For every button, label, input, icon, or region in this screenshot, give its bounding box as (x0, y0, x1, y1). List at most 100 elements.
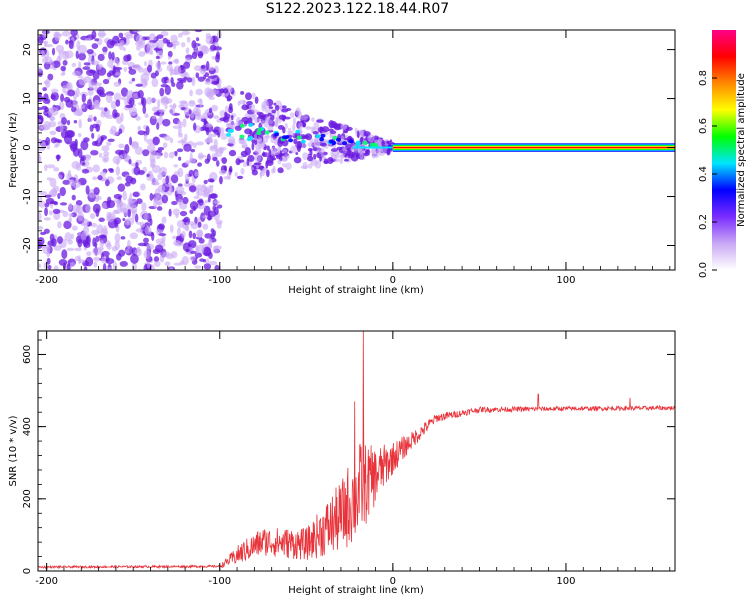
noise-blob (57, 192, 61, 200)
noise-blob (91, 132, 95, 139)
noise-blob (213, 115, 220, 120)
transition-core-blob (372, 143, 378, 148)
snr-ticks: -200 -100 0 100 0 200 400 600 (22, 331, 675, 587)
noise-blob (92, 71, 100, 80)
noise-blob (104, 107, 108, 112)
colorbar-tick-label: 0.8 (698, 70, 709, 86)
noise-blob (82, 218, 90, 227)
noise-blob (108, 51, 112, 60)
noise-blob (112, 261, 118, 270)
noise-blob (159, 254, 165, 263)
noise-blob (203, 263, 212, 270)
transition-blob (302, 161, 308, 170)
noise-blob (217, 84, 222, 89)
noise-blob (205, 60, 210, 71)
transition-blob (246, 158, 250, 167)
noise-blob (110, 100, 117, 110)
snr-xtick-label: -200 (35, 576, 58, 587)
snr-xtick-label: 0 (390, 576, 396, 587)
transition-blob (307, 163, 313, 169)
transition-blob (282, 105, 287, 109)
transition-blob (251, 92, 256, 100)
colorbar-ticks: 0.0 0.2 0.4 0.6 0.8 (698, 70, 717, 278)
noise-blob (45, 56, 53, 65)
noise-blob (188, 157, 197, 164)
noise-blob (212, 156, 218, 162)
transition-blob (254, 133, 258, 141)
noise-blob (69, 261, 75, 268)
transition-blob (283, 116, 291, 120)
spectrogram-xtick-label: 0 (390, 275, 396, 286)
noise-blob (161, 234, 166, 243)
noise-blob (45, 44, 54, 48)
transition-blob (361, 136, 364, 142)
noise-blob (182, 118, 187, 128)
transition-blob (321, 126, 330, 133)
transition-core-blob (248, 122, 254, 127)
noise-blob (85, 256, 94, 267)
noise-blob (57, 221, 62, 229)
noise-blob (74, 255, 81, 262)
transition-blob (219, 117, 228, 122)
noise-blob (114, 233, 121, 243)
transition-blob (219, 88, 225, 94)
noise-blob (75, 235, 83, 244)
noise-blob (197, 98, 202, 104)
noise-blob (53, 265, 59, 270)
noise-blob (106, 211, 112, 220)
noise-blob (142, 81, 148, 86)
transition-blob (273, 149, 281, 156)
noise-blob (102, 225, 108, 236)
noise-blob (88, 80, 95, 91)
noise-blob (170, 174, 179, 184)
noise-blob (178, 198, 183, 206)
noise-blob (195, 141, 204, 146)
noise-blob (38, 67, 43, 72)
transition-blob (218, 169, 227, 175)
transition-blob (277, 125, 285, 130)
colorbar-tick-label: 0.2 (698, 214, 709, 230)
transition-blob (323, 158, 329, 164)
noise-blob (66, 247, 75, 252)
noise-blob (86, 49, 94, 55)
transition-core-blob (319, 137, 325, 142)
transition-blob (264, 116, 270, 122)
noise-blob (70, 30, 78, 37)
transition-blob (239, 139, 247, 144)
noise-blob (159, 87, 165, 97)
noise-blob (61, 30, 71, 37)
noise-blob (142, 105, 147, 114)
spectrogram-xlabel: Height of straight line (km) (288, 285, 424, 296)
transition-blob (265, 108, 273, 115)
noise-blob (176, 227, 181, 237)
transition-blob (283, 153, 289, 162)
transition-blob (334, 154, 341, 159)
noise-blob (128, 80, 133, 85)
spectrogram-frame (37, 29, 676, 271)
transition-blob (249, 129, 253, 136)
noise-blob (118, 154, 124, 160)
noise-blob (38, 118, 42, 124)
noise-blob (71, 161, 81, 169)
transition-blob (334, 158, 341, 163)
colorbar-tick-label: 0.6 (698, 118, 709, 134)
noise-blob (83, 266, 88, 270)
transition-blob (307, 147, 313, 152)
noise-blob (48, 210, 53, 216)
noise-blob (80, 140, 89, 151)
transition-blob (330, 148, 338, 152)
noise-blob (198, 238, 205, 244)
noise-blob (47, 265, 52, 270)
noise-blob (205, 258, 210, 264)
noise-blob (122, 47, 126, 52)
noise-blob (181, 230, 186, 239)
transition-blob (273, 102, 277, 106)
transition-blob (225, 123, 230, 127)
transition-blob (304, 135, 309, 139)
noise-blob (140, 183, 146, 191)
noise-blob (216, 204, 223, 209)
transition-blob (241, 144, 248, 149)
noise-blob (94, 241, 98, 248)
noise-blob (61, 50, 70, 61)
